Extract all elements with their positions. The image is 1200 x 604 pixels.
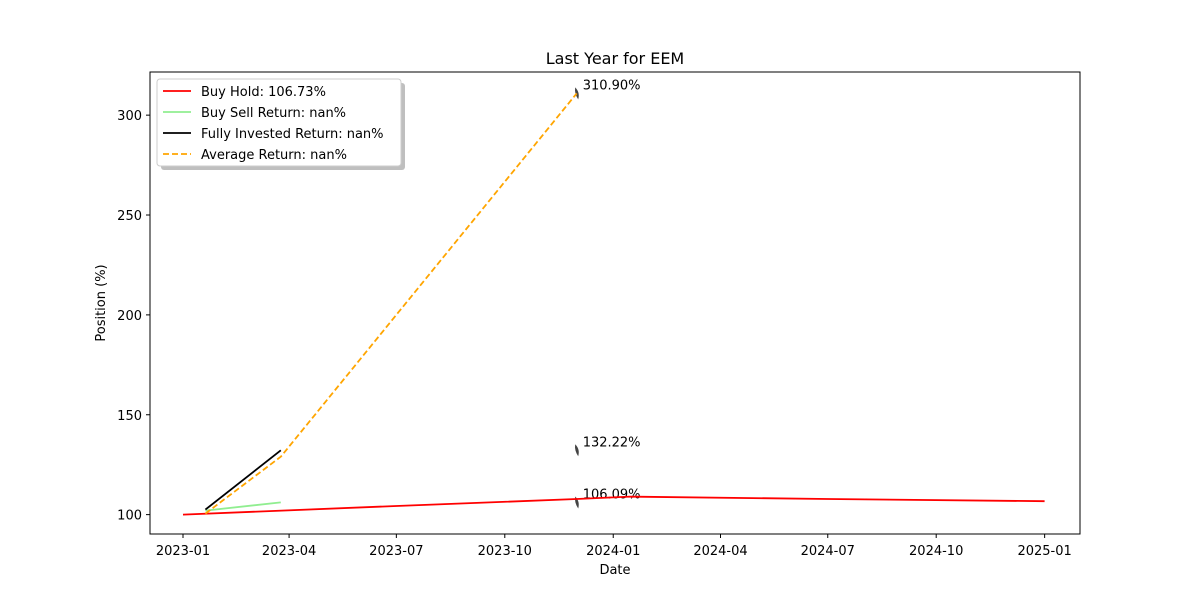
x-tick-label: 2024-01 [586, 544, 640, 559]
series-line-average-return [204, 92, 578, 515]
legend-label: Buy Hold: 106.73% [201, 85, 326, 100]
series-line-fully-invested-return [204, 449, 282, 511]
x-tick-label: 2023-01 [156, 544, 210, 559]
annotation-marker [574, 87, 579, 100]
annotation-label: 132.22% [583, 435, 641, 450]
y-tick-label: 250 [117, 209, 142, 224]
legend-label: Average Return: nan% [201, 148, 347, 163]
x-axis-ticks: 2023-01 2023-04 2023-07 2023-10 2024-01 2024-… [156, 534, 1072, 559]
x-tick-label: 2023-10 [478, 544, 532, 559]
series-line-buy-hold [182, 495, 1045, 516]
annotation-label: 310.90% [583, 78, 641, 93]
x-tick-label: 2023-07 [369, 544, 423, 559]
legend-label: Fully Invested Return: nan% [201, 127, 384, 142]
legend: Buy Hold: 106.73% Buy Sell Return: nan% Fu… [156, 78, 405, 170]
x-tick-label: 2024-07 [801, 544, 855, 559]
y-axis-ticks: 100 150 200 250 300 [117, 109, 150, 524]
legend-box [156, 78, 402, 167]
y-tick-label: 100 [117, 509, 142, 524]
y-tick-label: 150 [117, 409, 142, 424]
y-tick-label: 200 [117, 309, 142, 324]
legend-label: Buy Sell Return: nan% [201, 106, 346, 121]
x-tick-label: 2024-04 [693, 544, 747, 559]
annotation-label: 106.09% [583, 487, 641, 502]
x-tick-label: 2024-10 [909, 544, 963, 559]
series-line-buy-sell-return [205, 501, 281, 512]
plot-area [149, 71, 1081, 535]
x-tick-label: 2023-04 [262, 544, 316, 559]
annotation-layer: 310.90% 132.22% 106.09% [574, 78, 641, 509]
y-tick-label: 300 [117, 109, 142, 124]
annotation-marker [574, 444, 579, 457]
x-axis-label: Date [599, 563, 630, 578]
x-tick-label: 2025-01 [1017, 544, 1071, 559]
chart-title: Last Year for EEM [546, 49, 684, 68]
y-axis-label: Position (%) [94, 264, 109, 341]
series-layer [182, 92, 1045, 516]
